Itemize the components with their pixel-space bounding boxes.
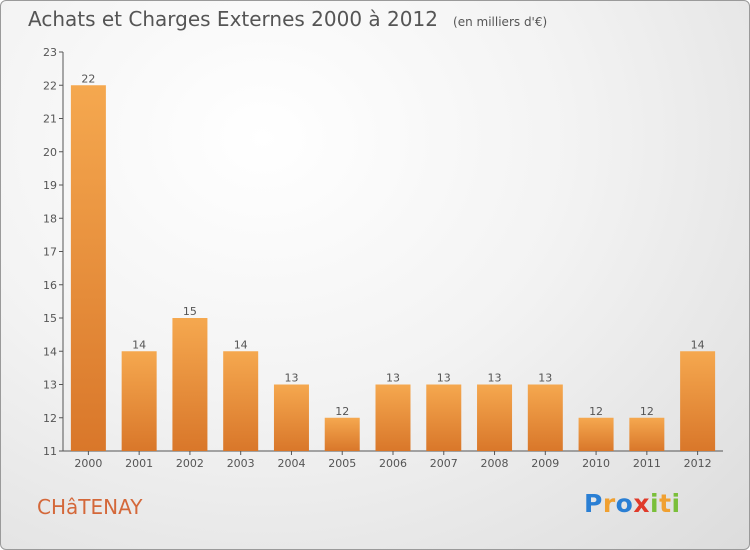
x-tick-label: 2000: [74, 457, 102, 470]
bar: [324, 417, 360, 451]
x-tick-label: 2008: [481, 457, 509, 470]
bar: [680, 351, 716, 451]
x-tick-label: 2002: [176, 457, 204, 470]
bar-value-label: 13: [488, 372, 502, 385]
bar-value-label: 12: [589, 405, 603, 418]
x-tick-label: 2005: [328, 457, 356, 470]
bar-value-label: 13: [284, 372, 298, 385]
bar: [426, 384, 462, 451]
bar: [223, 351, 259, 451]
bar-value-label: 13: [538, 372, 552, 385]
bar: [629, 417, 665, 451]
bar-value-label: 15: [183, 305, 197, 318]
bar: [375, 384, 411, 451]
x-tick-label: 2007: [430, 457, 458, 470]
bar-value-label: 14: [691, 338, 705, 351]
y-tick-label: 16: [43, 279, 57, 292]
commune-name: CHâTENAY: [37, 495, 143, 519]
bar: [121, 351, 157, 451]
bar-value-label: 14: [234, 338, 248, 351]
y-tick-label: 11: [43, 445, 57, 458]
y-tick-label: 14: [43, 345, 57, 358]
x-tick-label: 2004: [277, 457, 305, 470]
bar-value-label: 12: [640, 405, 654, 418]
x-tick-label: 2001: [125, 457, 153, 470]
x-tick-label: 2012: [684, 457, 712, 470]
bar: [477, 384, 513, 451]
y-tick-label: 19: [43, 179, 57, 192]
bar-value-label: 22: [81, 72, 95, 85]
bar-value-label: 14: [132, 338, 146, 351]
bar-value-label: 12: [335, 405, 349, 418]
x-tick-label: 2009: [531, 457, 559, 470]
y-tick-label: 12: [43, 412, 57, 425]
bar-value-label: 13: [437, 372, 451, 385]
proxiti-logo: Proxiti: [584, 489, 681, 518]
bar: [578, 417, 614, 451]
y-tick-label: 20: [43, 146, 57, 159]
y-tick-label: 13: [43, 379, 57, 392]
bars: 22 14 15 14 13 12 13 13 13 13 12 12 14: [70, 72, 716, 451]
y-tick-label: 22: [43, 79, 57, 92]
bar: [273, 384, 309, 451]
y-tick-label: 21: [43, 113, 57, 126]
y-tick-label: 15: [43, 312, 57, 325]
bar: [527, 384, 563, 451]
x-tick-label: 2003: [227, 457, 255, 470]
bar: [70, 85, 106, 451]
y-tick-label: 17: [43, 246, 57, 259]
bar-value-label: 13: [386, 372, 400, 385]
bar: [172, 318, 208, 451]
x-tick-label: 2006: [379, 457, 407, 470]
axes: 11 12 13 14 15 16 17 18 19 20 21 22 23 2000 2001 2002 20…: [43, 46, 723, 470]
x-tick-label: 2010: [582, 457, 610, 470]
y-tick-label: 18: [43, 212, 57, 225]
title-row: Achats et Charges Externes 2000 à 2012 (…: [28, 7, 547, 31]
x-tick-label: 2011: [633, 457, 661, 470]
y-tick-label: 23: [43, 46, 57, 59]
chart-title: Achats et Charges Externes 2000 à 2012: [28, 7, 438, 31]
chart-unit-note: (en milliers d'€): [453, 15, 548, 29]
